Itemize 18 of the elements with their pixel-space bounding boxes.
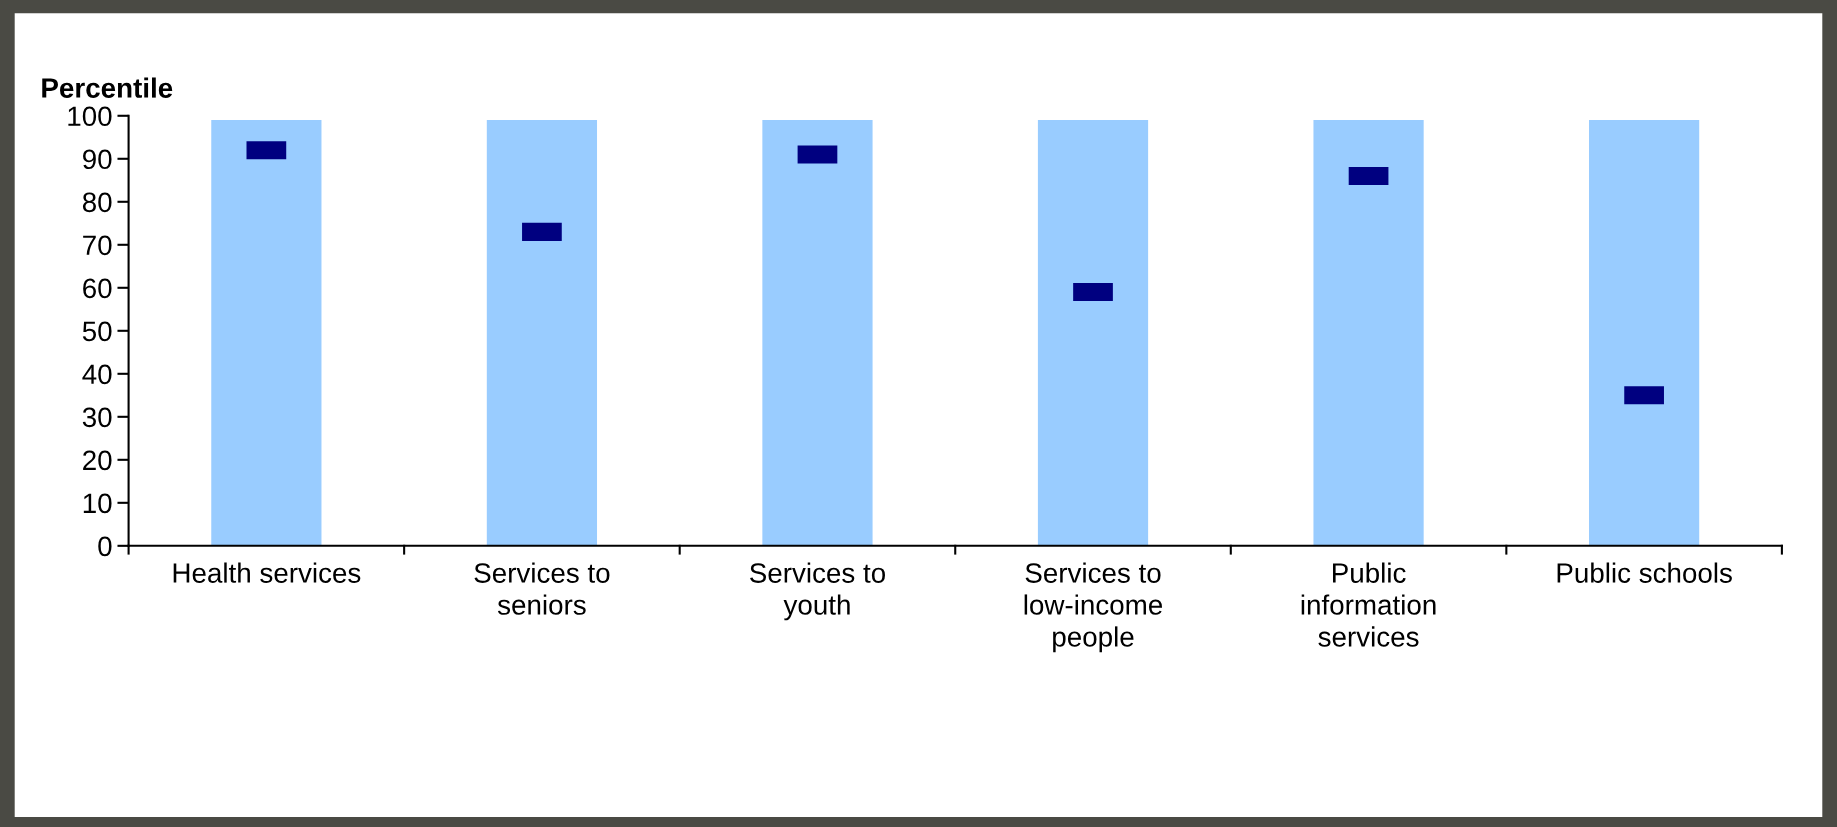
x-tick-label: Services to youth (750, 562, 885, 621)
y-tick-label: 90 (83, 149, 112, 170)
x-tick-label: Public schools (1557, 562, 1732, 583)
x-tick-label: Services to low-income people (1024, 562, 1163, 653)
y-tick-label: 80 (82, 192, 112, 213)
y-tick-label: 30 (82, 407, 112, 428)
y-tick-label: 40 (82, 364, 112, 385)
y-axis-title: Percentile (42, 77, 173, 98)
x-tick-label: Services to seniors (474, 562, 610, 615)
x-tick-label: Public information services (1301, 562, 1436, 647)
y-tick-label: 100 (68, 106, 112, 127)
y-tick-label: 50 (82, 321, 112, 342)
y-tick-label: 70 (83, 235, 112, 256)
x-tick-label: Health services (173, 562, 361, 583)
y-tick-label: 20 (83, 450, 112, 471)
y-tick-label: 60 (83, 278, 112, 299)
y-tick-label: 10 (83, 493, 112, 514)
y-tick-label: 0 (98, 536, 112, 557)
